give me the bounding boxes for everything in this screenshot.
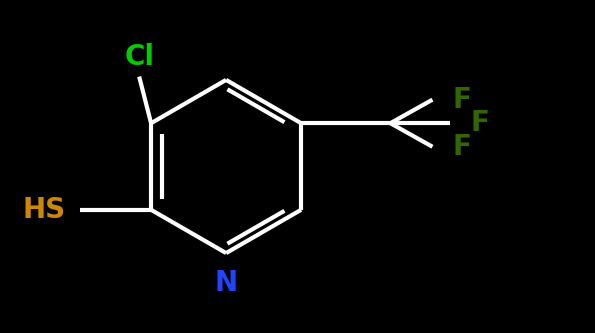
Text: F: F [453,86,472,114]
Text: N: N [215,269,237,297]
Text: HS: HS [23,196,65,224]
Text: F: F [470,109,489,137]
Text: F: F [453,133,472,161]
Text: Cl: Cl [124,43,154,71]
